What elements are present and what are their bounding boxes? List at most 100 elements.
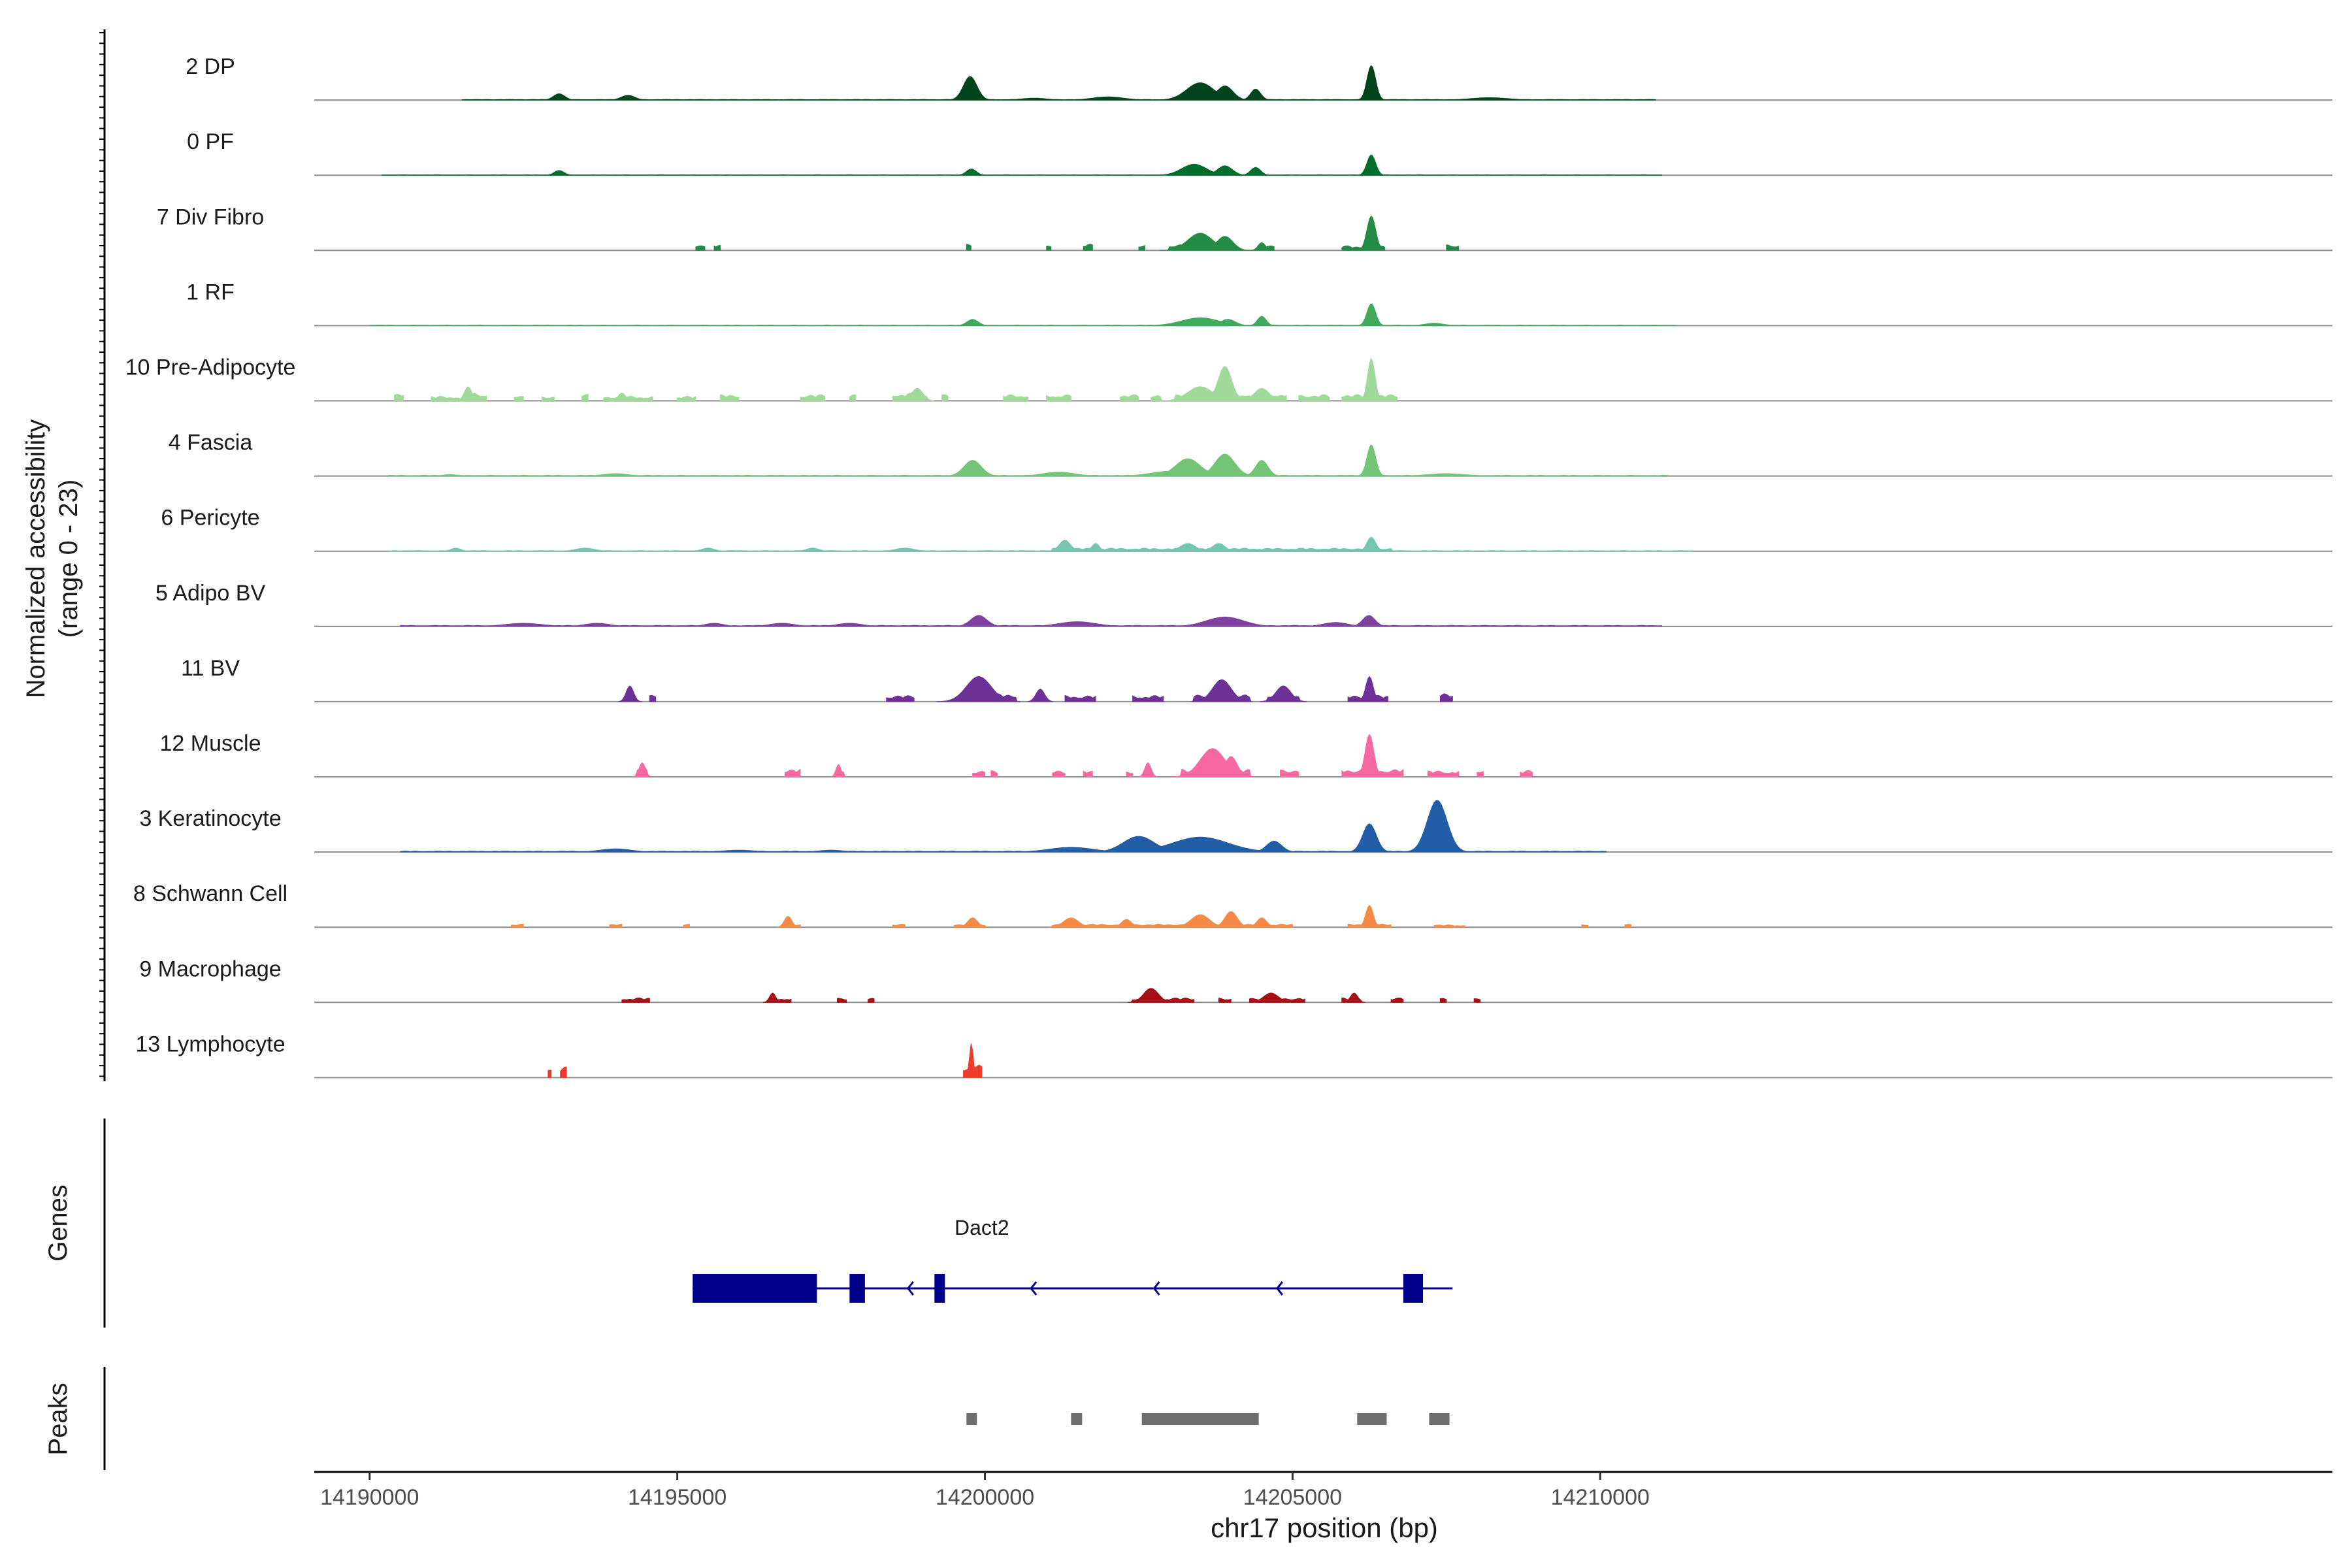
track-label: 5 Adipo BV	[155, 581, 266, 606]
signal-area	[1138, 244, 1145, 251]
peak-region	[1357, 1413, 1387, 1425]
signal-area	[785, 768, 801, 777]
signal-area	[892, 387, 935, 401]
signal-area	[431, 386, 487, 401]
strand-arrow	[1030, 1281, 1037, 1296]
track-list: 2 DP 0 PF 7 Div Fibro 1 RF 10 Pre-Adipocyte 4…	[125, 54, 2332, 1079]
signal-area	[763, 992, 792, 1003]
strand-arrow	[1275, 1281, 1284, 1296]
signal-area	[868, 998, 875, 1003]
track-8-schwann-cell: 8 Schwann Cell	[133, 881, 2332, 928]
accessibility-panel: Normalized accessibility (range 0 - 23) …	[22, 29, 2332, 1081]
peak-regions	[966, 1413, 1450, 1425]
track-2-dp: 2 DP	[186, 54, 2332, 101]
signal-area	[1120, 394, 1139, 401]
track-label: 7 Div Fibro	[157, 204, 264, 229]
track-label: 13 Lymphocyte	[135, 1032, 285, 1056]
track-label: 3 Keratinocyte	[139, 806, 281, 831]
signal-area	[514, 396, 524, 401]
signal-area	[683, 924, 690, 928]
track-4-fascia: 4 Fascia	[169, 431, 2332, 477]
signal-area	[560, 1066, 567, 1078]
signal-area	[941, 394, 949, 401]
signal-area	[849, 394, 857, 401]
peaks-panel: Peaks	[44, 1367, 1450, 1470]
signal-area	[1128, 988, 1195, 1003]
signal-area	[547, 1070, 552, 1078]
signal-area	[1433, 924, 1465, 928]
signal-area	[800, 394, 826, 401]
signal-area	[1046, 394, 1071, 401]
signal-area	[542, 396, 555, 401]
signal-area	[609, 923, 623, 928]
signal-area	[1126, 771, 1134, 777]
signal-area	[1428, 770, 1460, 777]
signal-area	[1138, 762, 1158, 777]
gene-exon	[934, 1274, 945, 1303]
track-13-lymphocyte: 13 Lymphocyte	[135, 1032, 2332, 1079]
signal-area	[387, 444, 1669, 477]
track-9-macrophage: 9 Macrophage	[139, 956, 2332, 1004]
signal-area	[1341, 992, 1365, 1003]
signal-area	[1298, 394, 1330, 401]
signal-area	[830, 764, 845, 777]
signal-area	[400, 800, 1607, 853]
signal-area	[1390, 997, 1404, 1003]
signal-area	[695, 245, 706, 251]
track-7-div-fibro: 7 Div Fibro	[157, 204, 2332, 252]
peaks-label: Peaks	[44, 1382, 73, 1455]
signal-area	[1341, 357, 1397, 401]
signal-area	[1052, 770, 1066, 777]
signal-area	[1439, 693, 1453, 702]
signal-area	[1473, 998, 1481, 1003]
signal-area	[1151, 366, 1287, 401]
signal-area	[1170, 748, 1255, 777]
gene-exon	[693, 1274, 817, 1303]
x-tick-label: 14200000	[936, 1485, 1034, 1510]
x-tick-label: 14190000	[320, 1485, 419, 1510]
y-axis-label-line2: (range 0 - 23)	[54, 480, 83, 638]
peak-region	[1429, 1413, 1450, 1425]
track-label: 9 Macrophage	[139, 956, 281, 981]
signal-area	[400, 615, 1662, 627]
signal-area	[1347, 904, 1392, 928]
signal-area	[1446, 244, 1460, 251]
y-axis-label: Normalized accessibility (range 0 - 23)	[22, 419, 83, 698]
signal-area	[937, 676, 1021, 702]
signal-area	[1132, 695, 1164, 702]
strand-arrow	[1152, 1281, 1160, 1296]
signal-area	[1003, 394, 1028, 401]
track-1-rf: 1 RF	[186, 280, 2332, 327]
peak-region	[1141, 1413, 1259, 1425]
track-3-keratinocyte: 3 Keratinocyte	[139, 800, 2332, 853]
peak-region	[966, 1413, 977, 1425]
signal-area	[510, 923, 524, 928]
signal-area	[387, 536, 1693, 552]
signal-area	[1341, 215, 1386, 251]
signal-area	[1046, 246, 1052, 251]
signal-area	[1341, 734, 1404, 777]
signal-area	[1160, 233, 1275, 251]
x-tick-label: 14195000	[628, 1485, 727, 1510]
signal-area	[1347, 676, 1388, 702]
signal-area	[713, 244, 721, 251]
signal-area	[393, 393, 404, 401]
x-axis-ticks: 14190000 14195000 14200000 14205000 14210000	[320, 1472, 1650, 1510]
signal-area	[963, 1043, 983, 1078]
signal-area	[1260, 685, 1307, 702]
signal-area	[972, 771, 985, 777]
signal-area	[1083, 244, 1093, 251]
track-label: 10 Pre-Adipocyte	[125, 355, 296, 380]
signal-area	[581, 393, 589, 401]
gene-exon	[849, 1274, 865, 1303]
signal-area	[1439, 998, 1447, 1003]
x-tick-label: 14210000	[1551, 1485, 1650, 1510]
signal-area	[1520, 770, 1533, 777]
track-6-pericyte: 6 Pericyte	[161, 506, 2332, 552]
signal-area	[966, 244, 972, 251]
track-label: 6 Pericyte	[161, 506, 259, 531]
track-label: 4 Fascia	[169, 431, 253, 455]
signal-area	[1249, 992, 1305, 1003]
track-label: 1 RF	[186, 280, 235, 304]
